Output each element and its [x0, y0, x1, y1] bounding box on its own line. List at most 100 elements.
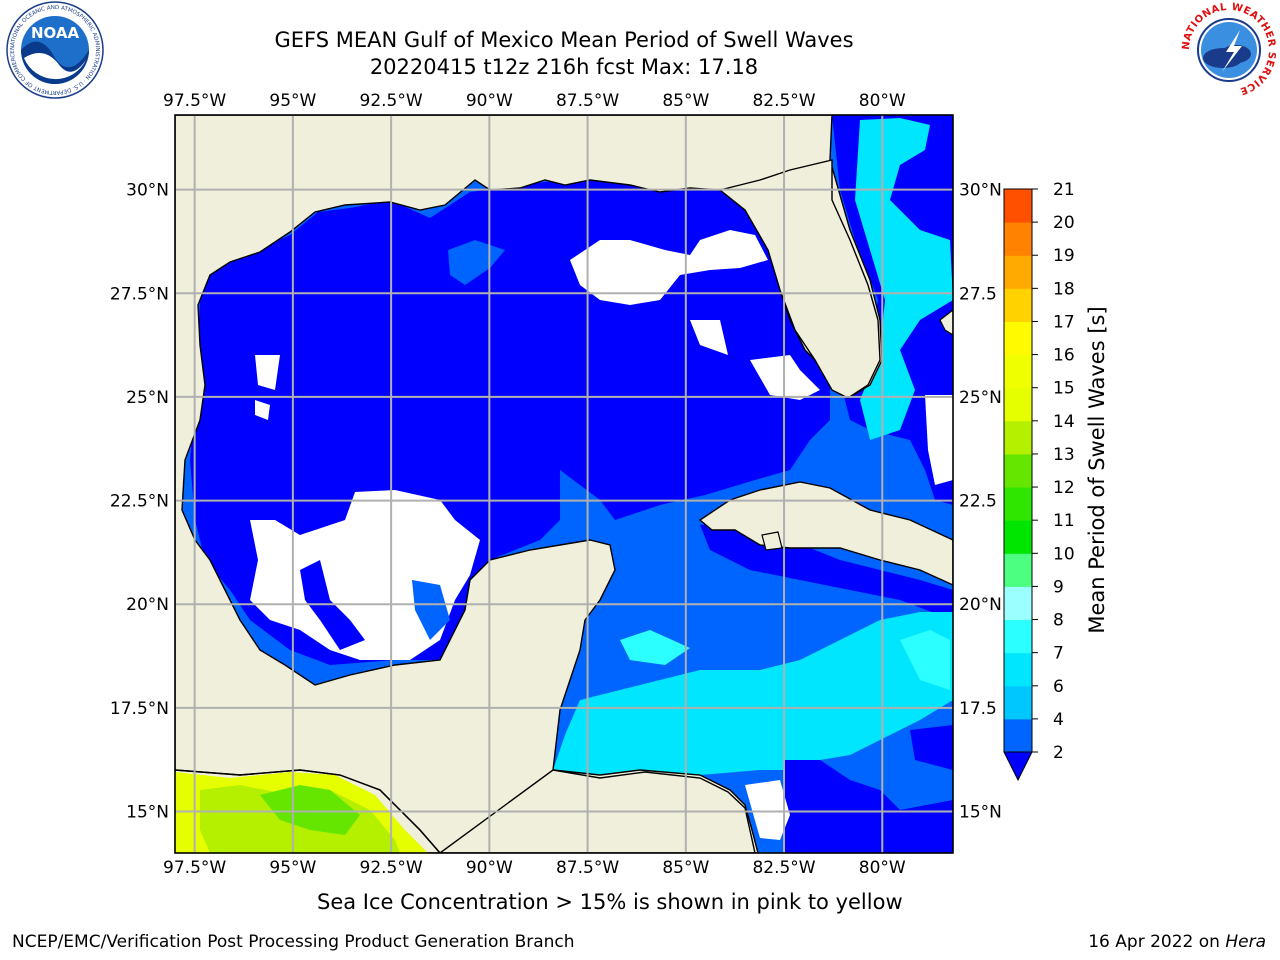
caribbean-swell-field-2 — [620, 630, 950, 690]
coastline-pacific — [175, 769, 441, 853]
lat-tick-right-label: 27.5 — [959, 284, 997, 304]
colorbar-tick-label: 12 — [1053, 478, 1075, 498]
colorbar-tick-label: 10 — [1053, 544, 1075, 564]
gulf-swell-patch-3 — [448, 240, 505, 285]
colorbar-swatch-16 — [1004, 189, 1032, 223]
land-florida — [718, 159, 881, 399]
colorbar-tick-label: 14 — [1053, 412, 1075, 432]
lat-tick-left-label: 27.5°N — [110, 284, 169, 304]
colorbar-swatch-6 — [1004, 520, 1032, 554]
colorbar-swatch-4 — [1004, 586, 1032, 621]
lon-tick-bottom-label: 85°W — [662, 858, 709, 878]
colorbar-swatch-14 — [1004, 255, 1032, 289]
colorbar-swatch-12 — [1004, 321, 1032, 356]
colorbar-label: Mean Period of Swell Waves [s] — [1085, 306, 1109, 634]
colorbar-swatch-0 — [1004, 718, 1032, 753]
no-data-gulf-north — [570, 230, 768, 305]
lon-ticks-top: 97.5°W 95°W 92.5°W 90°W 87.5°W 85°W 82.5°W 80°W — [163, 91, 906, 111]
caribbean-swell-field-1 — [553, 612, 953, 775]
colorbar-under-arrow — [1003, 751, 1033, 782]
footer-date-text: 16 Apr 2022 on — [1088, 932, 1226, 952]
colorbar-tick-label: 9 — [1053, 577, 1064, 597]
colorbar-tick-label: 21 — [1053, 180, 1075, 200]
colorbar-swatch-13 — [1004, 288, 1032, 322]
lat-tick-right-label: 15°N — [959, 803, 1002, 823]
lat-tick-right-label: 17.5 — [959, 699, 997, 719]
map-frame — [174, 114, 954, 854]
pacific-swell-field-3 — [260, 785, 360, 835]
colorbar-tick-label: 15 — [1053, 379, 1075, 399]
lon-tick-top-label: 90°W — [466, 91, 513, 111]
lat-ticks-left: 30°N 27.5°N 25°N 22.5°N 20°N 17.5°N 15°N — [110, 181, 169, 823]
lat-tick-left-label: 15°N — [126, 803, 169, 823]
colorbar-swatch-15 — [1004, 222, 1032, 256]
colorbar-tick-label: 2 — [1053, 743, 1064, 763]
lat-tick-left-label: 20°N — [126, 595, 169, 615]
colorbar-swatch-2 — [1004, 652, 1032, 687]
colorbar-swatch-7 — [1004, 487, 1032, 521]
land-isla-juventud — [761, 531, 783, 551]
lon-tick-bottom-label: 87.5°W — [556, 858, 619, 878]
caribbean-pocket-1 — [785, 760, 953, 853]
land-bahamas — [939, 309, 953, 336]
no-data-caribbean — [745, 780, 790, 840]
lat-tick-left-label: 17.5°N — [110, 699, 169, 719]
lon-tick-top-label: 82.5°W — [752, 91, 815, 111]
colorbar-tick-label: 8 — [1053, 611, 1064, 631]
nws-logo: NATIONAL WEATHER SERVICE — [1181, 2, 1277, 97]
colorbar-tick-label: 4 — [1053, 710, 1064, 730]
map-area — [175, 115, 953, 853]
lon-tick-top-label: 80°W — [859, 91, 906, 111]
cuba-strip — [700, 522, 953, 620]
colorbar-swatch-8 — [1004, 453, 1032, 488]
no-data-atlantic — [925, 395, 953, 485]
colorbar-swatch-5 — [1004, 553, 1032, 587]
noaa-logo: NATIONAL OCEANIC AND ATMOSPHERIC ADMINIS… — [6, 1, 104, 99]
noaa-logo-text: NOAA — [31, 24, 80, 42]
lon-ticks-bottom: 97.5°W 95°W 92.5°W 90°W 87.5°W 85°W 82.5°W 80°W — [163, 858, 906, 878]
colorbar-tick-label: 18 — [1053, 279, 1075, 299]
colorbar-tick-label: 13 — [1053, 445, 1075, 465]
colorbar-tick-label: 20 — [1053, 213, 1075, 233]
colorbar-tick-label: 11 — [1053, 511, 1075, 531]
lon-tick-top-label: 87.5°W — [556, 91, 619, 111]
lon-tick-bottom-label: 97.5°W — [163, 858, 226, 878]
colorbar-tick-label: 17 — [1053, 312, 1075, 332]
lat-tick-right-label: 22.5 — [959, 492, 997, 512]
colorbar-tick-label: 19 — [1053, 246, 1075, 266]
lon-tick-top-label: 85°W — [662, 91, 709, 111]
lat-tick-right-label: 25°N — [959, 388, 1002, 408]
caribbean-pocket-2 — [910, 725, 953, 770]
chart-subtitle: 20220415 t12z 216h fcst Max: 17.18 — [369, 55, 759, 79]
colorbar-swatch-9 — [1004, 420, 1032, 455]
footer-credit: NCEP/EMC/Verification Post Processing Pr… — [12, 932, 575, 952]
lat-tick-left-label: 30°N — [126, 181, 169, 201]
lon-tick-top-label: 95°W — [269, 91, 316, 111]
lon-tick-top-label: 97.5°W — [163, 91, 226, 111]
lat-tick-right-label: 20°N — [959, 595, 1002, 615]
colorbar-swatch-3 — [1004, 619, 1032, 654]
colorbar-tick-label: 16 — [1053, 346, 1075, 366]
colorbar-swatch-1 — [1004, 685, 1032, 720]
lon-tick-bottom-label: 80°W — [859, 858, 906, 878]
lon-tick-top-label: 92.5°W — [360, 91, 423, 111]
colorbar-tick-label: 6 — [1053, 677, 1064, 697]
lon-tick-bottom-label: 90°W — [466, 858, 513, 878]
lon-tick-bottom-label: 92.5°W — [360, 858, 423, 878]
lat-tick-right-label: 30°N — [959, 181, 1002, 201]
footer-host: Hera — [1225, 932, 1266, 952]
gridlines — [175, 115, 953, 853]
colorbar-tick-label: 7 — [1053, 644, 1064, 664]
atlantic-mid-field — [835, 440, 900, 480]
land-cuba — [698, 481, 953, 586]
lat-ticks-right: 30°N 27.5 25°N 22.5 20°N 17.5 15°N — [959, 181, 1002, 823]
sea-ice-note: Sea Ice Concentration > 15% is shown in … — [317, 890, 903, 914]
lat-tick-left-label: 25°N — [126, 388, 169, 408]
lon-tick-bottom-label: 82.5°W — [752, 858, 815, 878]
colorbar: 2 4 6 7 8 9 10 11 12 13 14 15 16 17 18 19 20 21 — [1003, 180, 1075, 782]
colorbar-swatch-11 — [1004, 354, 1032, 389]
colorbar-frame — [1003, 188, 1033, 753]
lon-tick-bottom-label: 95°W — [269, 858, 316, 878]
chart-title: GEFS MEAN Gulf of Mexico Mean Period of … — [274, 28, 854, 52]
